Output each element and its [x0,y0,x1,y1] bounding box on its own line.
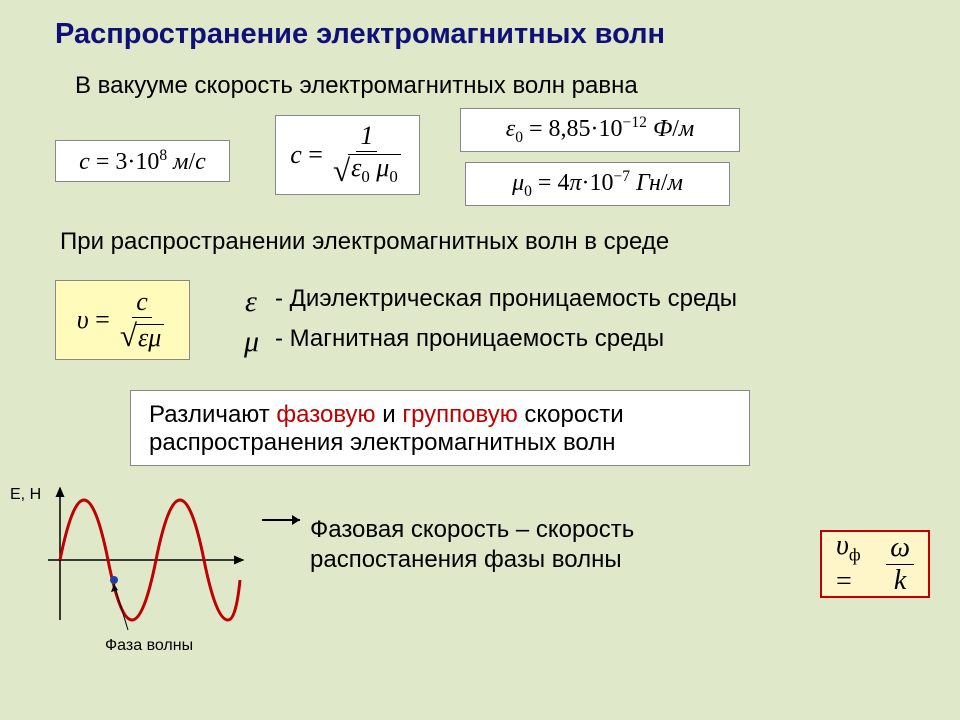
formula-phase-velocity: υф = ω k [820,530,930,598]
lhs: υ = [77,305,110,335]
formula-speed-of-light-value: c = 3·108 м/с [55,140,230,182]
word-group: групповую [402,401,517,428]
definition-mu: - Магнитная проницаемость среды [275,325,664,353]
text-pre: Различают [149,401,276,428]
symbol-epsilon: ε [245,285,257,319]
symbol-mu: μ [244,325,259,359]
fraction: ω k [886,534,914,595]
fraction: 1 √ ε0 μ0 [329,123,405,186]
definition-epsilon: - Диэлектрическая проницаемость среды [275,285,737,313]
formula-epsilon-zero: ε0 = 8,85·10−12 Ф/м [460,108,740,152]
phase-pointer-line [114,584,128,630]
formula-velocity-medium: υ = c √ εμ [55,280,190,360]
word-phase: фазовую [276,401,375,428]
wave-svg [18,480,258,640]
formula-mu-zero: μ0 = 4π·10−7 Гн/м [465,162,730,206]
fraction: c √ εμ [116,289,168,351]
denominator: k [890,565,910,595]
phase-pointer-arrowhead [111,584,118,592]
box-phase-group-velocities: Различают фазовую и групповую скорости р… [130,390,750,466]
propagation-arrow-icon [260,510,308,535]
phase-point [110,576,118,584]
text-medium: При распространении электромагнитных вол… [60,228,669,256]
lhs: c = [290,140,323,170]
numerator: 1 [356,123,377,152]
wave-diagram [18,480,258,645]
text-mid: и [376,401,403,428]
formula-content: ε0 = 8,85·10−12 Ф/м [506,114,695,147]
text-phase-velocity-definition: Фазовая скорость – скоростьраспостанения… [310,515,634,575]
numerator: c [132,289,152,318]
phase-point-label: Фаза волны [105,637,193,655]
denominator: √ εμ [116,318,168,351]
formula-speed-of-light-fraction: c = 1 √ ε0 μ0 [275,115,420,195]
numerator: ω [886,534,914,565]
formula-content: μ0 = 4π·10−7 Гн/м [512,168,683,201]
formula-content: c = 3·108 м/с [79,147,206,176]
denominator: √ ε0 μ0 [329,152,405,186]
text-vacuum: В вакууме скорость электромагнитных волн… [75,72,638,100]
lhs: υф = [836,530,886,598]
slide-title: Распространение электромагнитных волн [55,18,665,51]
